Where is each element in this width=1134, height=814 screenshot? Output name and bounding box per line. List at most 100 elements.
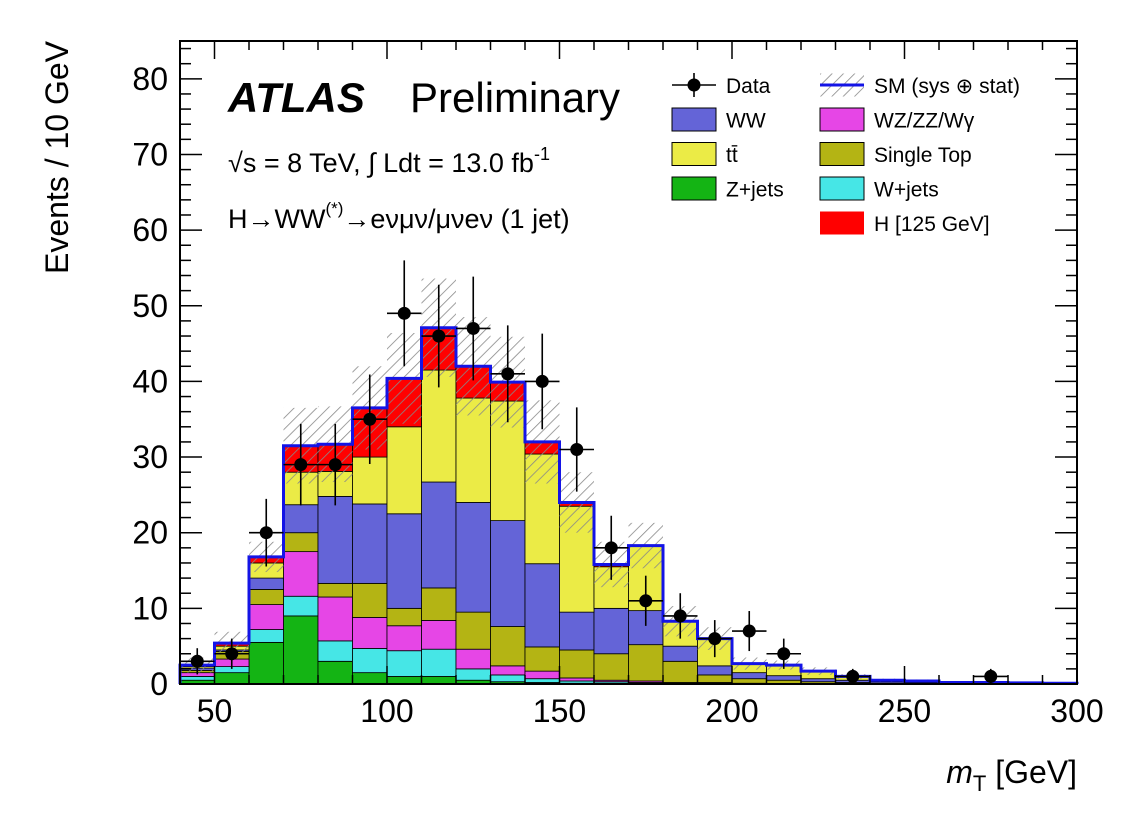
bar-wz-zz-w--140 [524,670,560,680]
channel-text: H→WW(*)→eνμν/μνeν (1 jet) [228,199,570,234]
bar-z-jets-90 [352,672,388,685]
bar-single-top-140 [524,646,560,672]
data-point-235 [846,669,860,683]
bar-z-jets-100 [386,676,422,685]
data-point-85 [328,458,342,472]
data-point-75 [294,458,308,472]
bar-ww-80 [317,495,353,584]
bar-w-jets-100 [386,650,422,677]
bar-w-jets-130 [490,674,526,683]
bar-z-jets-60 [248,641,284,685]
legend-label-z-jets: Z+jets [726,179,784,202]
legend-label-single-top: Single Top [874,144,972,167]
bar-single-top-70 [283,532,319,553]
bar-wz-zz-w--70 [283,551,319,597]
bar-wz-zz-w--80 [317,596,353,642]
legend-label-h-125-gev-: H [125 GeV] [874,213,990,236]
data-points [180,260,1008,684]
x-tick-label-250: 250 [878,693,931,729]
bar-single-top-160 [593,653,629,681]
bar-ww-100 [386,513,422,609]
data-point-185 [673,609,687,623]
legend-swatch-h-125-gev- [820,211,864,235]
bar-single-top-190 [697,674,733,683]
bar-w-jets-90 [352,648,388,674]
data-point-215 [777,647,791,661]
legend-data-marker [687,78,701,92]
y-tick-label-30: 30 [132,439,168,475]
bar-z-jets-50 [214,672,250,685]
x-tick-label-200: 200 [705,693,758,729]
bar-z-jets-110 [421,676,457,685]
bar-ww-110 [421,481,457,589]
bar-tt--100 [386,426,422,515]
bar-ww-60 [248,577,284,590]
bar-ww-120 [455,502,491,613]
data-point-205 [742,624,756,638]
bar-wz-zz-w--110 [421,620,457,650]
bar-w-jets-140 [524,678,560,683]
bar-single-top-120 [455,611,491,650]
bar-ww-200 [731,672,767,680]
bar-single-top-90 [352,582,388,618]
sm-total-line [178,326,1079,685]
y-tick-label-0: 0 [150,666,168,702]
y-tick-label-40: 40 [132,363,168,399]
bar-single-top-130 [490,626,526,667]
bar-w-jets-60 [248,629,284,643]
data-point-125 [466,321,480,335]
bar-single-top-150 [559,649,595,679]
data-point-195 [708,632,722,646]
bar-single-top-110 [421,587,457,621]
bar-single-top-100 [386,607,422,627]
data-point-45 [190,654,204,668]
y-tick-label-50: 50 [132,288,168,324]
bar-ww-180 [662,645,698,662]
axes: 50 100 150 200 250 300 0 10 20 30 40 50 60 70 80 [132,41,1104,729]
legend-label-tt-: tt̄ [726,144,738,167]
legend-swatch-z-jets [671,176,717,201]
bar-ww-220 [800,678,836,683]
legend-swatch-tt- [671,142,717,166]
bar-wz-zz-w--150 [559,677,595,682]
bar-ww-190 [697,665,733,676]
sm-total-outline [178,326,1079,685]
bar-w-jets-40 [179,676,215,681]
bar-ww-160 [593,607,629,655]
bar-w-jets-70 [283,595,319,617]
energy-lumi-text: √s = 8 TeV, ∫ Ldt = 13.0 fb-1 [228,144,550,178]
data-point-155 [570,442,584,456]
data-point-175 [639,594,653,608]
legend-label-wz-zz-w-: WZ/ZZ/Wγ [874,110,975,133]
data-point-165 [604,541,618,555]
legend-label-ww: WW [726,110,766,133]
data-point-275 [984,669,998,683]
bar-ww-70 [283,504,319,534]
bar-single-top-80 [317,582,353,598]
bar-tt--90 [352,456,388,505]
x-tick-label-150: 150 [533,693,586,729]
bar-wz-zz-w--90 [352,617,388,649]
stacked-histogram [179,327,1078,685]
bar-single-top-180 [662,660,698,683]
legend: Data SM (sys ⊕ stat) WW WZ/ZZ/Wγ tt̄ Single T… [671,73,1020,236]
data-point-95 [363,412,377,426]
bar-single-top-170 [628,644,664,682]
data-point-55 [225,647,239,661]
x-tick-label-100: 100 [360,693,413,729]
bar-w-jets-120 [455,668,491,681]
bar-wz-zz-w--120 [455,648,491,670]
bar-z-jets-70 [283,615,319,685]
legend-swatch-wz-zz-w- [819,107,865,132]
bar-w-jets-80 [317,640,353,662]
legend-label-sm-sys-stat-: SM (sys ⊕ stat) [874,75,1020,98]
bar-ww-140 [524,563,560,648]
preliminary-label: Preliminary [410,74,620,121]
bar-wz-zz-w--100 [386,625,422,652]
bar-ww-130 [490,520,526,627]
data-point-65 [259,526,273,540]
bar-wz-zz-w--130 [490,665,526,676]
y-axis-label: Events / 10 GeV [39,40,75,274]
bar-w-jets-110 [421,648,457,677]
bar-single-top-200 [731,678,767,684]
